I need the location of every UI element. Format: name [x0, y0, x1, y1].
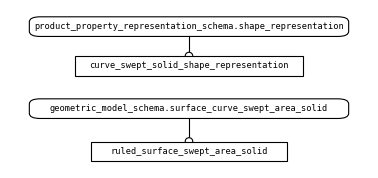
Text: geometric_model_schema.surface_curve_swept_area_solid: geometric_model_schema.surface_curve_swe… — [50, 104, 328, 113]
FancyBboxPatch shape — [91, 142, 287, 161]
Text: ruled_surface_swept_area_solid: ruled_surface_swept_area_solid — [110, 147, 268, 156]
Ellipse shape — [185, 138, 193, 145]
Ellipse shape — [185, 52, 193, 60]
Text: curve_swept_solid_shape_representation: curve_swept_solid_shape_representation — [89, 61, 289, 70]
FancyBboxPatch shape — [75, 56, 303, 76]
FancyBboxPatch shape — [29, 99, 349, 119]
FancyBboxPatch shape — [29, 17, 349, 36]
Text: product_property_representation_schema.shape_representation: product_property_representation_schema.s… — [34, 22, 344, 31]
